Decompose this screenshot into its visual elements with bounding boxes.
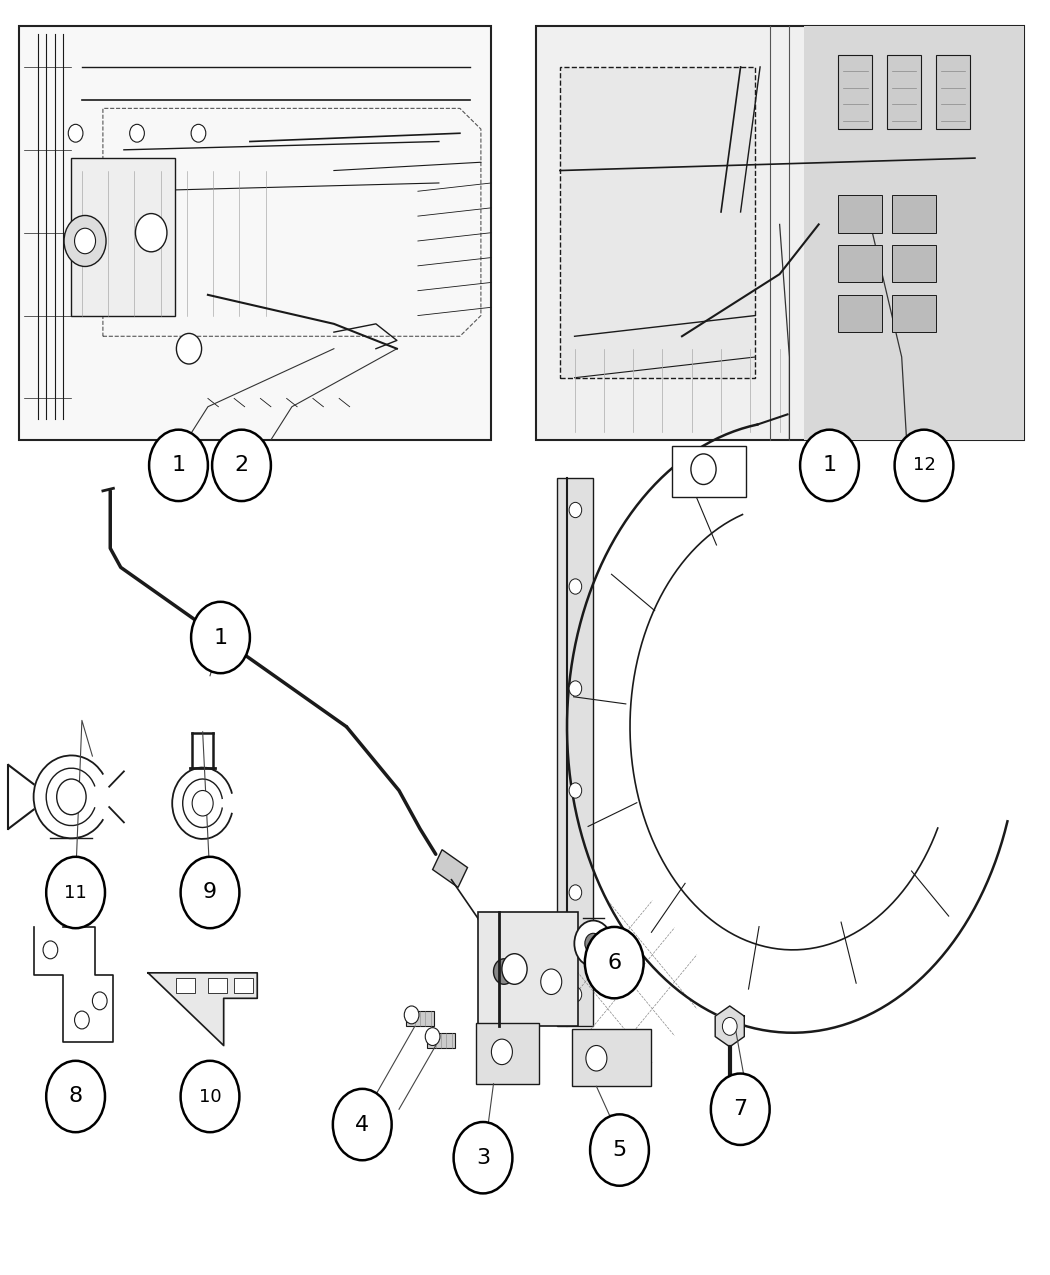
Bar bbox=[838, 245, 882, 282]
Circle shape bbox=[569, 885, 582, 900]
Circle shape bbox=[569, 783, 582, 798]
Bar bbox=[476, 1023, 539, 1084]
Circle shape bbox=[46, 857, 105, 928]
Bar bbox=[887, 55, 921, 129]
Circle shape bbox=[691, 454, 716, 484]
Circle shape bbox=[43, 941, 58, 959]
Circle shape bbox=[569, 681, 582, 696]
Text: 2: 2 bbox=[234, 455, 249, 476]
Text: 6: 6 bbox=[607, 952, 622, 973]
Circle shape bbox=[191, 602, 250, 673]
Circle shape bbox=[404, 1006, 419, 1024]
Bar bbox=[556, 478, 593, 1026]
Bar bbox=[936, 55, 970, 129]
Circle shape bbox=[454, 1122, 512, 1193]
Bar bbox=[176, 978, 195, 993]
Text: 7: 7 bbox=[733, 1099, 748, 1119]
Circle shape bbox=[64, 215, 106, 266]
Text: 4: 4 bbox=[355, 1114, 370, 1135]
Bar bbox=[891, 245, 936, 282]
Bar bbox=[804, 26, 1024, 440]
Polygon shape bbox=[148, 973, 257, 1046]
Bar bbox=[560, 66, 755, 377]
Circle shape bbox=[75, 1011, 89, 1029]
Circle shape bbox=[502, 954, 527, 984]
Circle shape bbox=[181, 1061, 239, 1132]
Text: 1: 1 bbox=[213, 627, 228, 648]
Circle shape bbox=[711, 1074, 770, 1145]
Text: 10: 10 bbox=[198, 1088, 222, 1105]
Bar bbox=[71, 158, 175, 315]
Circle shape bbox=[590, 1114, 649, 1186]
Circle shape bbox=[585, 927, 644, 998]
Circle shape bbox=[57, 779, 86, 815]
Bar bbox=[838, 295, 882, 332]
Bar bbox=[19, 26, 491, 440]
Text: 11: 11 bbox=[64, 884, 87, 901]
Circle shape bbox=[425, 1028, 440, 1046]
Circle shape bbox=[46, 1061, 105, 1132]
Circle shape bbox=[75, 228, 96, 254]
Bar bbox=[433, 849, 467, 887]
Bar bbox=[427, 1033, 455, 1048]
Bar bbox=[478, 912, 578, 1026]
Text: 9: 9 bbox=[203, 882, 217, 903]
Circle shape bbox=[191, 125, 206, 142]
Bar bbox=[891, 295, 936, 332]
Polygon shape bbox=[715, 1006, 744, 1047]
Circle shape bbox=[181, 857, 239, 928]
Text: 1: 1 bbox=[171, 455, 186, 476]
Bar bbox=[891, 195, 936, 232]
Bar bbox=[536, 26, 1024, 440]
Text: 8: 8 bbox=[68, 1086, 83, 1107]
Circle shape bbox=[92, 992, 107, 1010]
Bar bbox=[838, 195, 882, 232]
Circle shape bbox=[569, 579, 582, 594]
Bar bbox=[234, 978, 253, 993]
Text: 5: 5 bbox=[612, 1140, 627, 1160]
Bar bbox=[406, 1011, 434, 1026]
Circle shape bbox=[574, 921, 612, 966]
Circle shape bbox=[569, 987, 582, 1002]
Circle shape bbox=[541, 969, 562, 994]
Circle shape bbox=[192, 790, 213, 816]
Circle shape bbox=[149, 430, 208, 501]
Circle shape bbox=[494, 959, 514, 984]
Bar bbox=[838, 55, 873, 129]
Text: 12: 12 bbox=[912, 456, 936, 474]
Circle shape bbox=[491, 1039, 512, 1065]
Bar bbox=[572, 1029, 651, 1086]
Circle shape bbox=[800, 430, 859, 501]
Text: 1: 1 bbox=[822, 455, 837, 476]
Circle shape bbox=[569, 502, 582, 518]
Circle shape bbox=[176, 334, 202, 365]
Circle shape bbox=[130, 125, 145, 142]
Circle shape bbox=[586, 1046, 607, 1071]
Text: 3: 3 bbox=[476, 1148, 490, 1168]
Circle shape bbox=[333, 1089, 392, 1160]
Bar bbox=[672, 446, 746, 497]
Circle shape bbox=[135, 213, 167, 252]
Circle shape bbox=[585, 933, 602, 954]
Circle shape bbox=[212, 430, 271, 501]
Circle shape bbox=[722, 1017, 737, 1035]
Circle shape bbox=[895, 430, 953, 501]
Circle shape bbox=[68, 125, 83, 142]
Bar bbox=[208, 978, 227, 993]
